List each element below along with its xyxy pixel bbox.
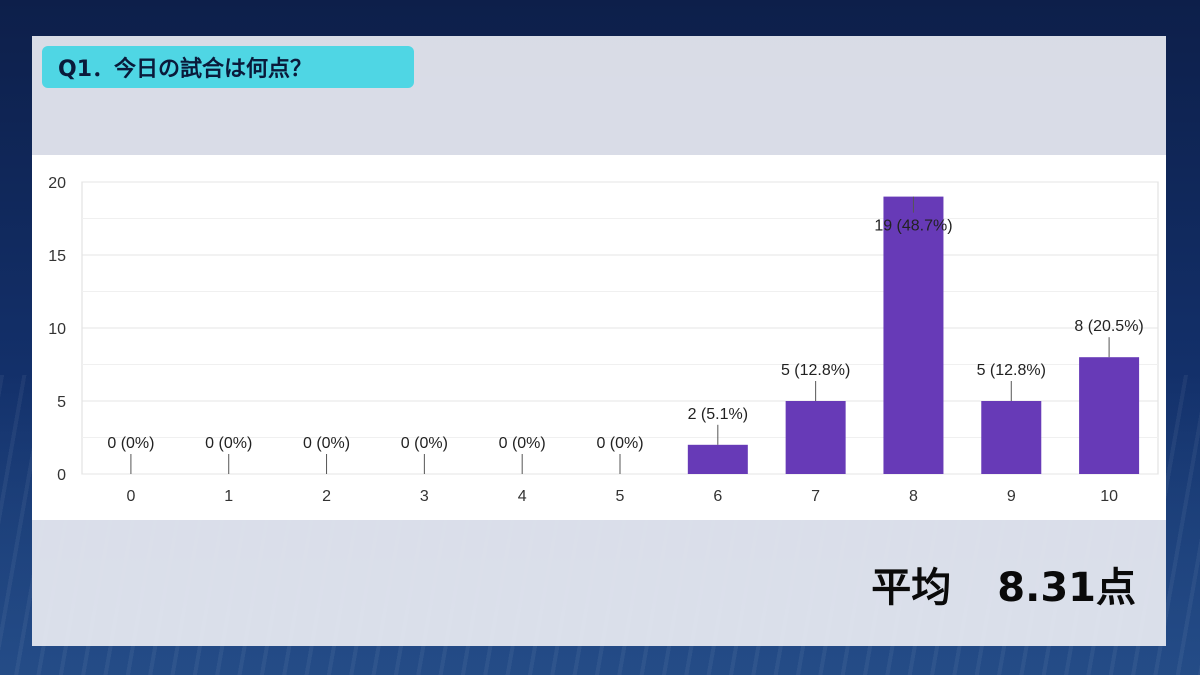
data-label: 0 (0%)	[303, 435, 350, 452]
x-tick-label: 7	[811, 488, 820, 505]
x-tick-label: 2	[322, 488, 331, 505]
average-label: 平均	[871, 565, 952, 611]
x-tick-label: 5	[616, 488, 625, 505]
data-label: 0 (0%)	[596, 435, 643, 452]
x-tick-label: 3	[420, 488, 429, 505]
x-tick-label: 8	[909, 488, 918, 505]
x-tick-label: 1	[224, 488, 233, 505]
data-label: 2 (5.1%)	[688, 406, 748, 423]
bar-chart: 0 5 10 15 20 0 (0%) 0 0 (0%) 1 0 (0%) 2 0 (0%) 3 0 (0…	[32, 155, 1166, 520]
data-label: 19 (48.7%)	[874, 218, 952, 235]
data-label: 8 (20.5%)	[1074, 318, 1143, 335]
bar	[883, 196, 944, 474]
data-label: 0 (0%)	[499, 435, 546, 452]
data-label: 0 (0%)	[401, 435, 448, 452]
question-title: Q1．今日の試合は何点？	[58, 57, 313, 82]
question-title-badge: Q1．今日の試合は何点？	[42, 46, 414, 88]
y-tick-label: 5	[57, 394, 66, 411]
average-value: 8.31点	[997, 565, 1136, 611]
average-display: 平均 8.31点	[871, 555, 1136, 613]
data-label: 0 (0%)	[107, 435, 154, 452]
x-tick-label: 0	[126, 488, 135, 505]
bar	[785, 401, 846, 474]
data-label: 5 (12.8%)	[977, 362, 1046, 379]
data-label: 0 (0%)	[205, 435, 252, 452]
data-label: 5 (12.8%)	[781, 362, 850, 379]
bar	[687, 444, 748, 474]
y-tick-label: 10	[48, 321, 66, 338]
y-tick-label: 0	[57, 467, 66, 484]
y-tick-label: 20	[48, 175, 66, 192]
x-tick-label: 6	[713, 488, 722, 505]
bar	[1079, 357, 1140, 474]
x-tick-label: 4	[518, 488, 527, 505]
bar-chart-svg: 0 5 10 15 20 0 (0%) 0 0 (0%) 1 0 (0%) 2 0 (0%) 3 0 (0…	[48, 175, 1159, 505]
x-tick-label: 9	[1007, 488, 1016, 505]
bar	[981, 401, 1042, 474]
y-tick-label: 15	[48, 248, 66, 265]
x-tick-label: 10	[1100, 488, 1118, 505]
